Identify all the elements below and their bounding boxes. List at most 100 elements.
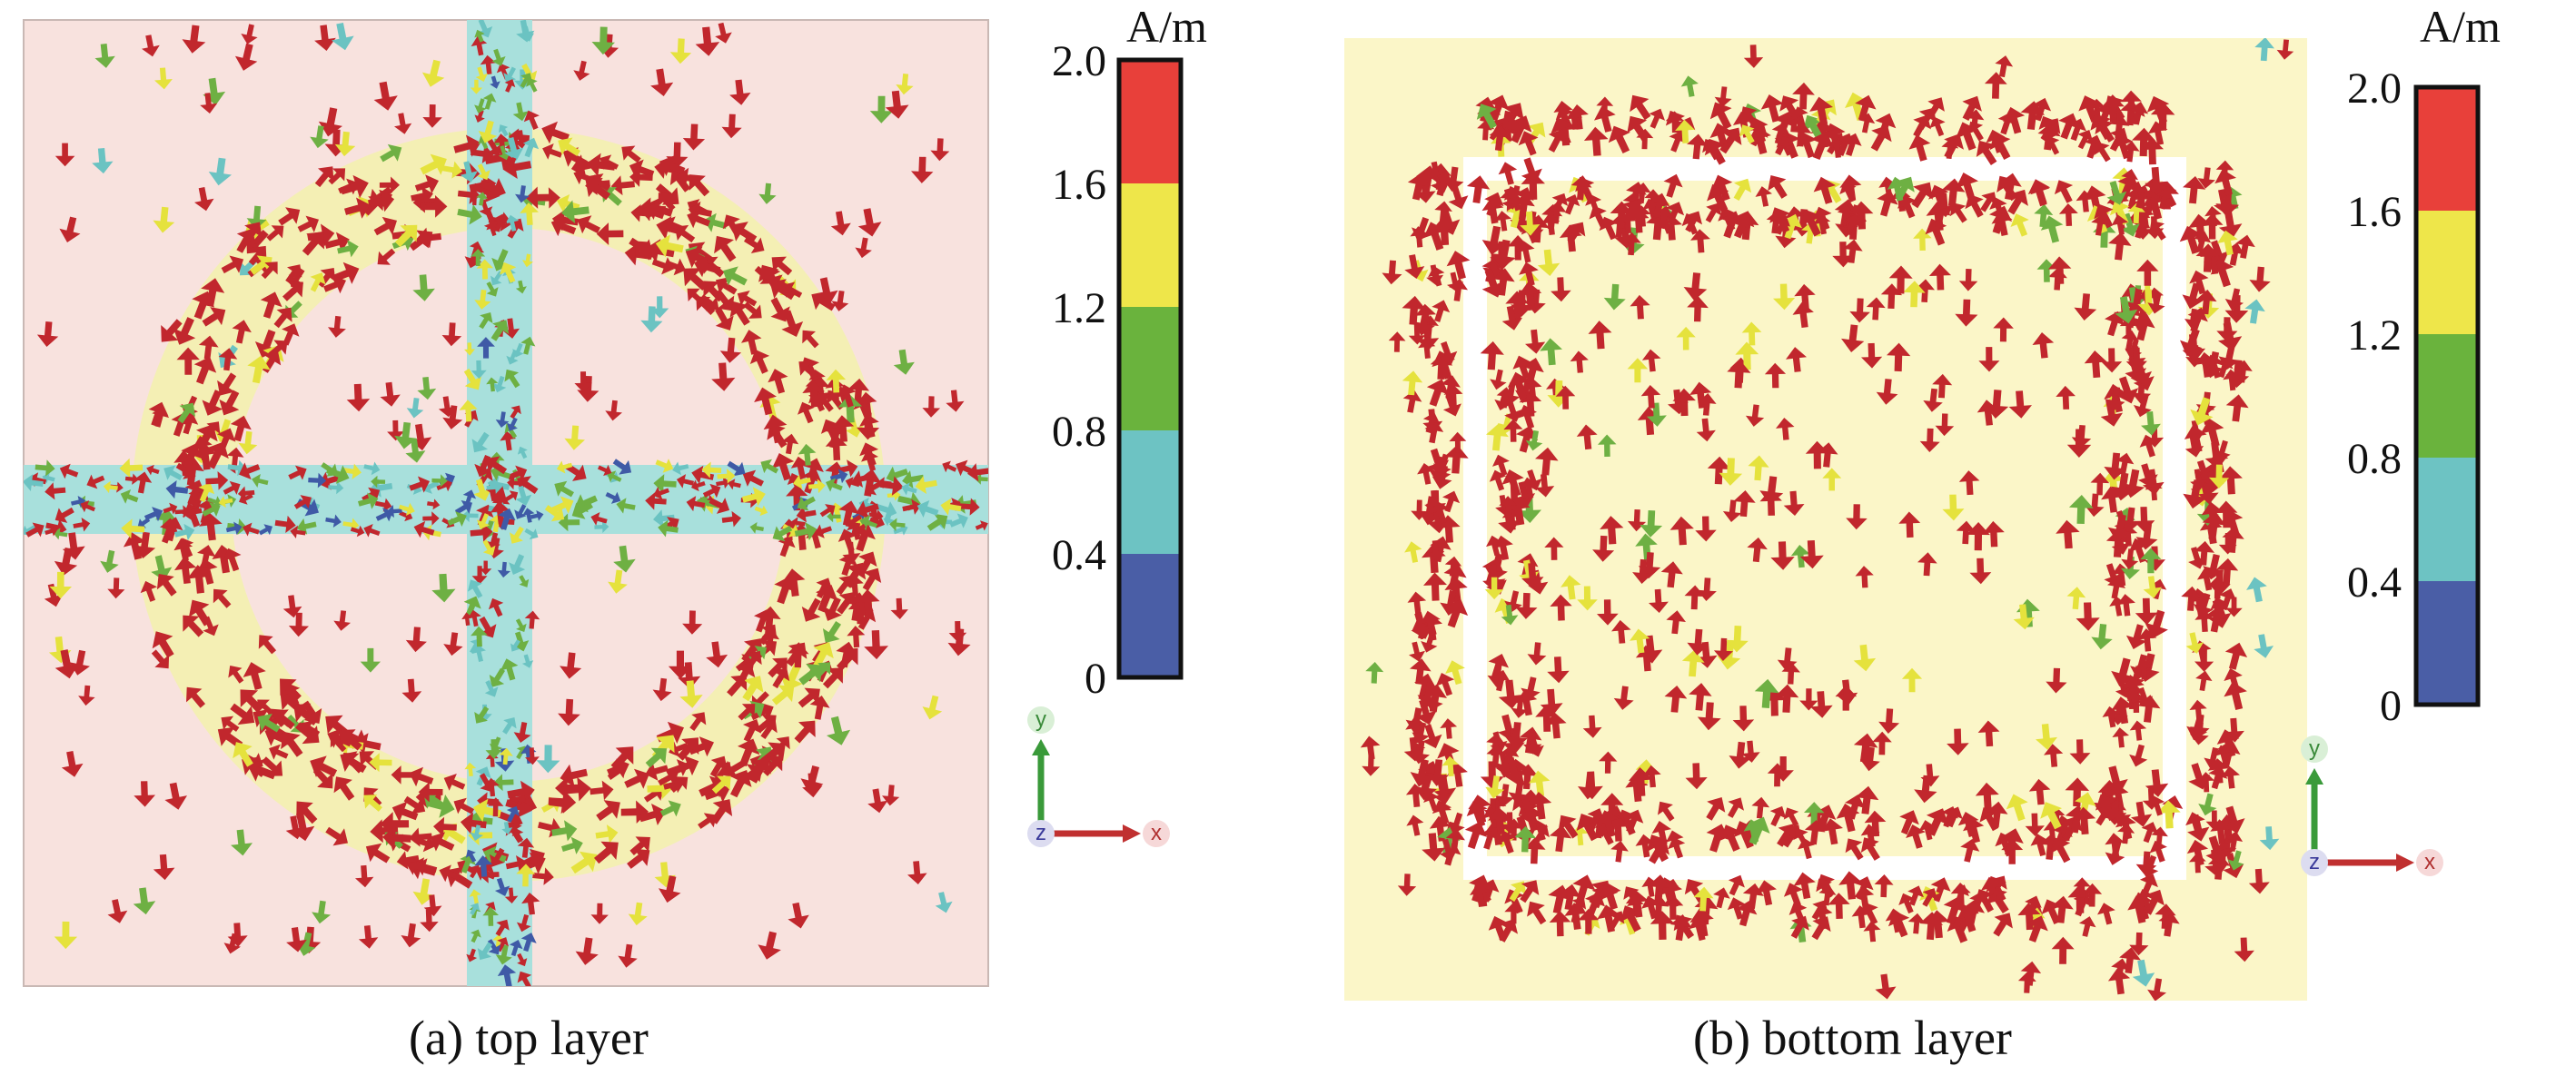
current-arrow — [463, 596, 481, 618]
current-arrow — [882, 785, 900, 806]
current-arrow — [62, 532, 85, 560]
current-arrow — [1895, 176, 1915, 201]
current-arrow — [333, 776, 355, 801]
current-arrow — [682, 610, 703, 635]
current-arrow — [525, 186, 552, 209]
current-arrow — [1860, 824, 1880, 847]
current-arrow — [521, 893, 540, 915]
current-arrow — [1821, 818, 1843, 845]
colorbar-b-tick-0.8: 0.8 — [2347, 435, 2402, 483]
current-arrow — [608, 569, 628, 594]
current-arrow — [1841, 324, 1865, 352]
current-arrow — [1768, 175, 1788, 199]
current-arrow — [887, 489, 901, 501]
current-arrow — [2179, 225, 2203, 254]
current-arrow — [2129, 932, 2149, 956]
current-arrow — [374, 498, 392, 512]
current-arrow — [1432, 171, 1454, 197]
current-arrow — [598, 464, 612, 477]
current-arrow — [687, 209, 710, 229]
current-arrow — [1511, 697, 1529, 718]
current-arrow — [502, 155, 532, 179]
current-arrow — [2010, 213, 2029, 237]
colorbar-a-band-2 — [1119, 183, 1181, 307]
current-arrow — [330, 735, 347, 753]
current-arrow — [1777, 824, 1797, 847]
current-arrow — [2071, 425, 2092, 449]
current-arrow — [238, 430, 258, 455]
current-arrow — [153, 854, 175, 881]
current-arrow — [1913, 228, 1932, 251]
current-arrow — [1941, 138, 1959, 159]
current-arrow — [1626, 182, 1647, 207]
current-arrow — [596, 222, 624, 245]
current-arrow — [2058, 113, 2080, 140]
current-arrow — [2202, 511, 2226, 540]
current-arrow — [811, 291, 836, 311]
current-arrow — [1872, 731, 1892, 755]
current-arrow — [1903, 281, 1926, 308]
current-arrow — [269, 744, 289, 760]
current-arrow — [1743, 44, 1764, 68]
colorbar-b-band-2 — [2416, 211, 2478, 334]
current-arrow — [716, 477, 730, 489]
current-arrow — [290, 525, 306, 538]
current-arrow — [1915, 279, 1935, 302]
current-arrow — [1728, 797, 1744, 818]
current-arrow — [422, 104, 442, 128]
current-arrow — [2040, 215, 2064, 243]
current-arrow — [2183, 176, 2206, 204]
current-arrow — [2197, 167, 2215, 189]
current-arrow — [240, 689, 263, 714]
current-arrow — [2225, 597, 2243, 617]
current-arrow — [1439, 838, 1458, 862]
current-arrow — [342, 463, 362, 479]
current-arrow — [205, 471, 229, 490]
current-arrow — [1860, 837, 1880, 861]
current-arrow — [512, 342, 524, 358]
current-arrow — [826, 478, 843, 492]
current-arrow — [2147, 292, 2165, 314]
current-arrow — [967, 463, 988, 482]
current-arrow — [2149, 840, 2167, 863]
current-arrow — [1897, 194, 1917, 219]
current-arrow — [2133, 394, 2152, 418]
current-arrow — [1525, 429, 1543, 451]
current-arrow — [1446, 251, 1471, 280]
current-arrow — [1547, 656, 1570, 684]
current-arrow — [742, 469, 764, 487]
current-arrow — [2140, 548, 2162, 574]
current-arrow — [278, 207, 301, 226]
current-arrow — [59, 463, 79, 479]
current-arrow — [94, 44, 115, 68]
current-arrow — [2112, 133, 2134, 160]
current-arrow — [181, 443, 203, 470]
current-arrow — [1565, 109, 1583, 130]
current-arrow — [243, 662, 266, 690]
current-arrow — [754, 505, 768, 517]
current-arrow — [1953, 884, 1969, 905]
current-arrow — [659, 800, 681, 817]
current-arrow — [482, 93, 497, 110]
current-arrow — [691, 479, 706, 492]
colorbar-a-band-4 — [1119, 430, 1181, 554]
current-arrow — [627, 848, 650, 869]
current-arrow — [2207, 758, 2229, 784]
current-arrow — [510, 639, 520, 652]
current-arrow — [202, 307, 226, 327]
current-arrow — [975, 473, 988, 485]
current-arrow — [1929, 116, 1946, 137]
current-arrow — [59, 216, 81, 242]
current-arrow — [689, 712, 707, 731]
current-arrow — [613, 545, 636, 573]
current-arrow — [1804, 802, 1825, 826]
current-arrow — [889, 518, 906, 532]
current-arrow — [1408, 324, 1426, 345]
current-arrow — [146, 464, 160, 476]
current-arrow — [639, 804, 667, 825]
current-arrow — [468, 190, 481, 206]
current-arrow — [486, 377, 499, 392]
current-arrow — [54, 143, 75, 167]
current-arrow — [786, 484, 808, 511]
current-arrow — [853, 396, 873, 419]
